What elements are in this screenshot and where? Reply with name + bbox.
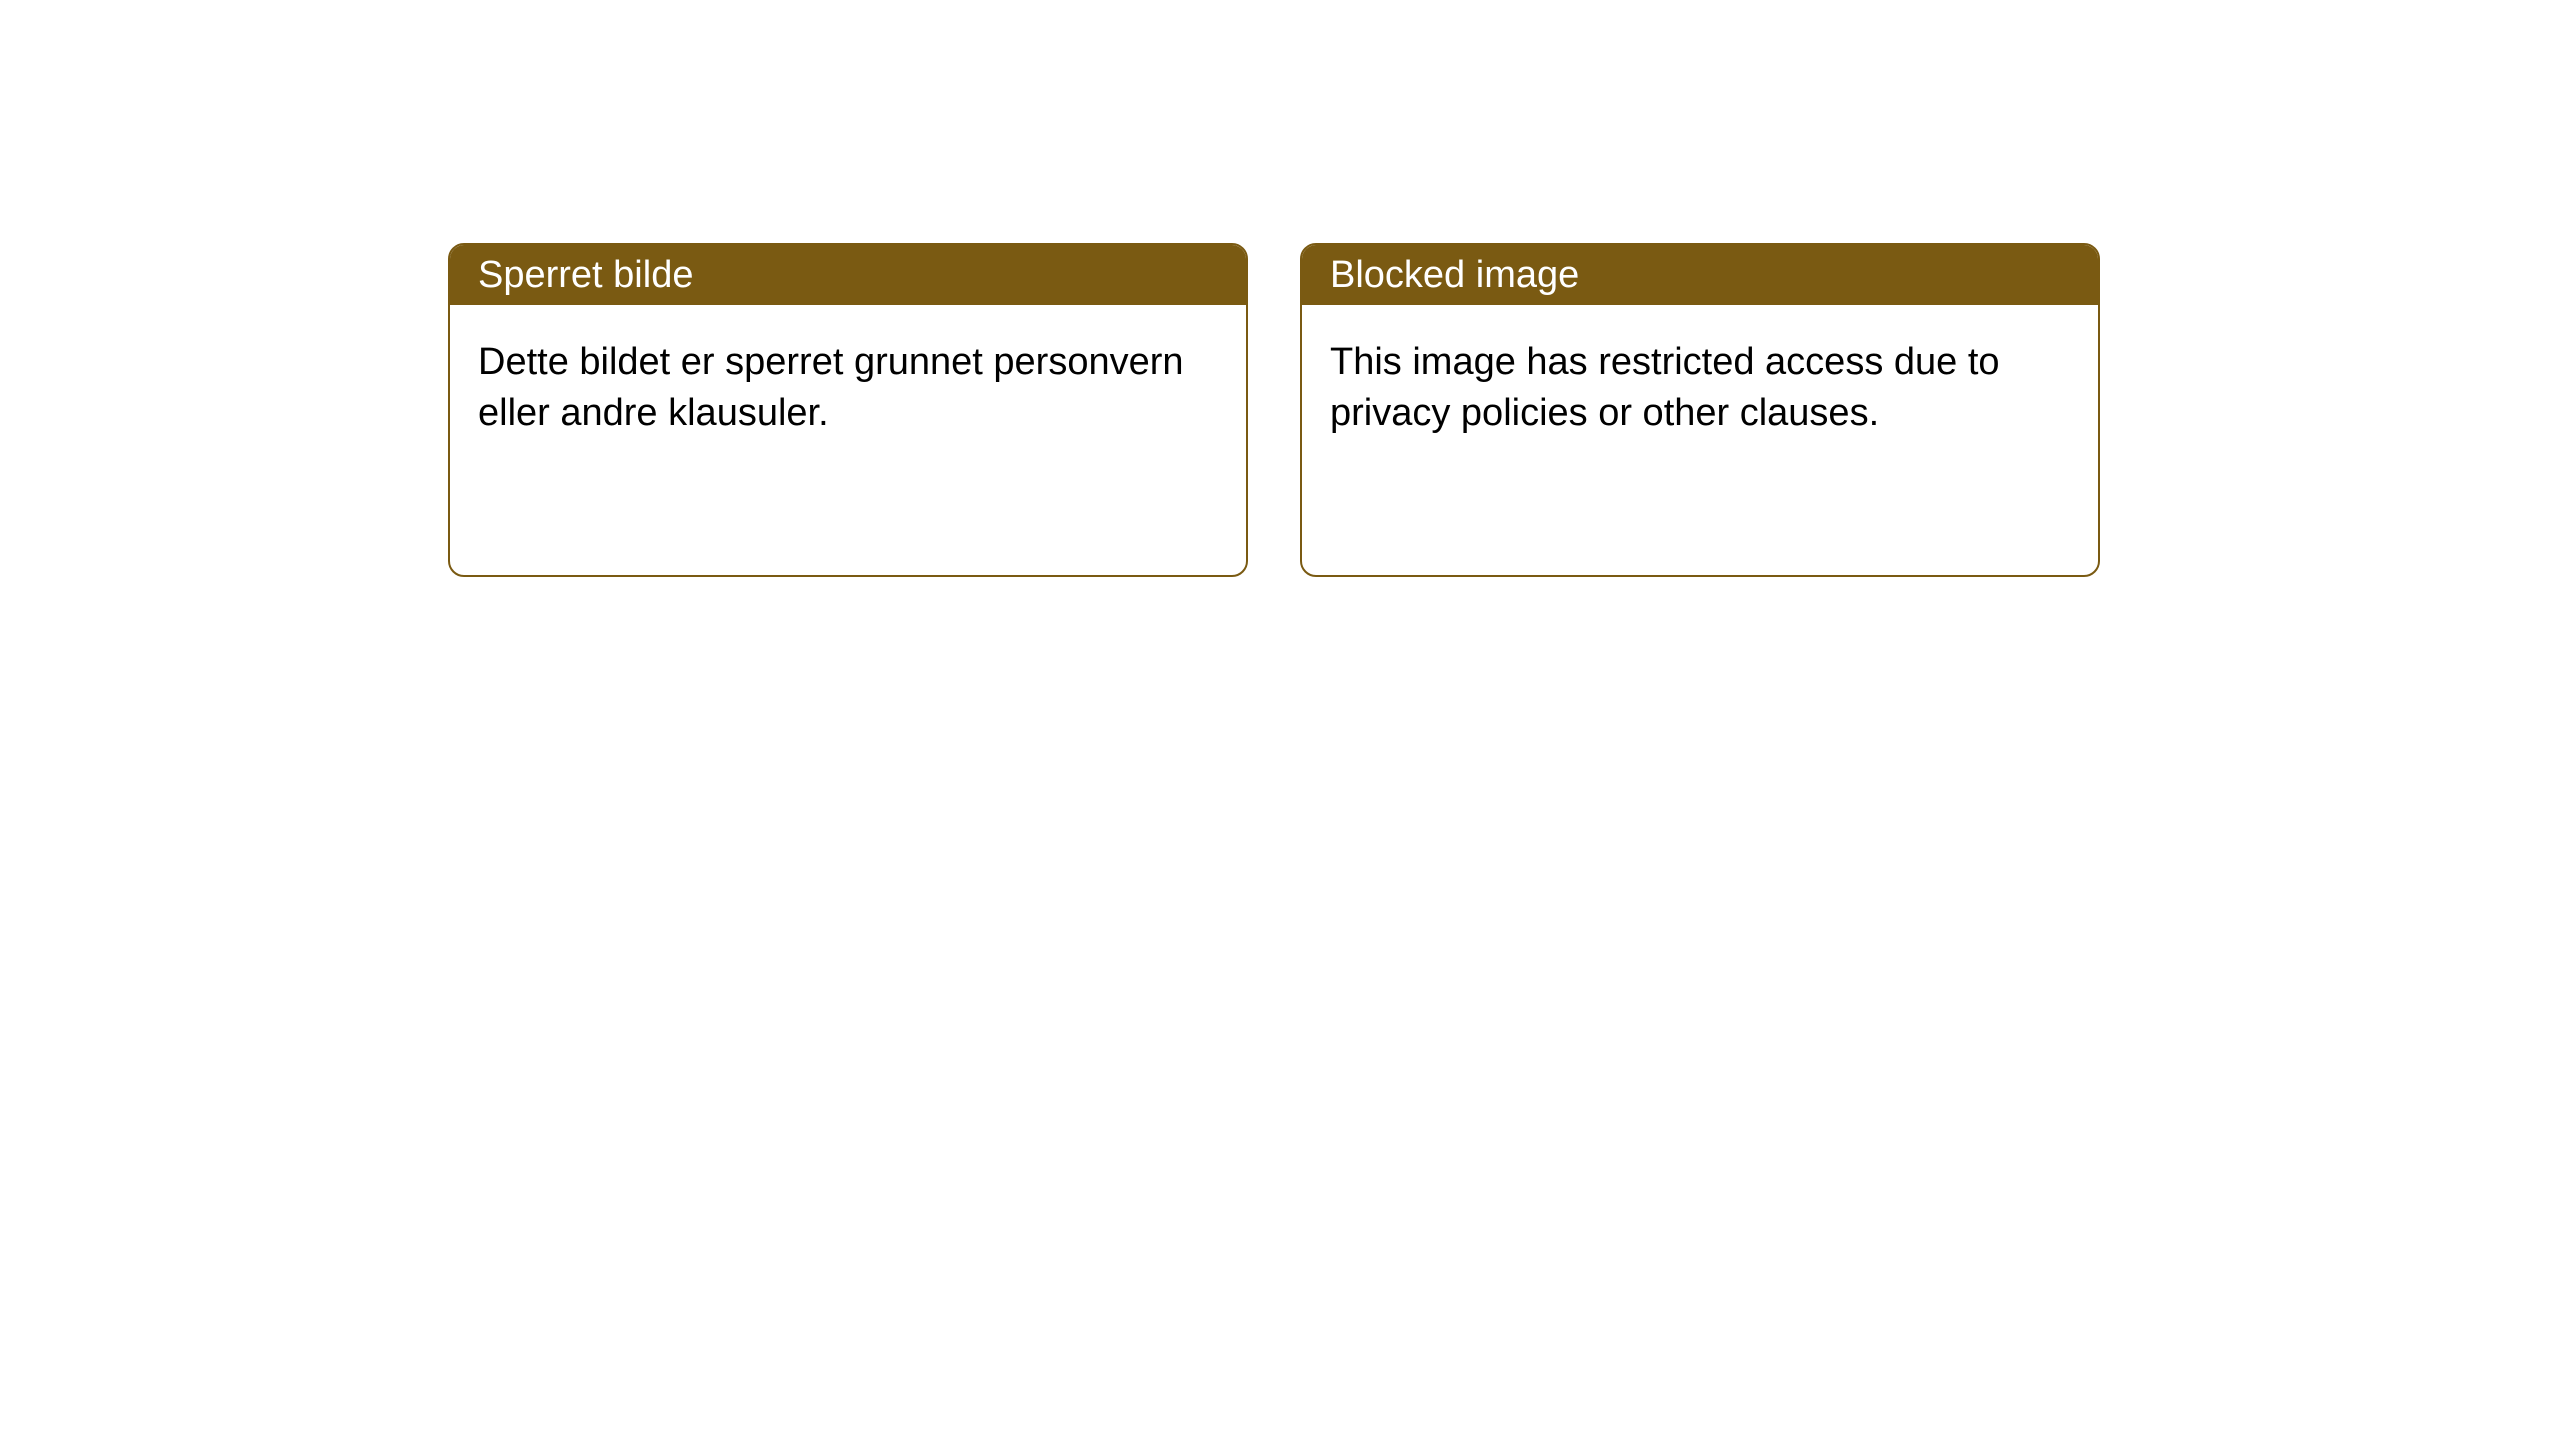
card-body: Dette bildet er sperret grunnet personve…	[450, 305, 1246, 472]
card-header: Sperret bilde	[450, 245, 1246, 305]
blocked-image-card-norwegian: Sperret bilde Dette bildet er sperret gr…	[448, 243, 1248, 577]
card-body-text: This image has restricted access due to …	[1330, 341, 2000, 434]
blocked-image-card-english: Blocked image This image has restricted …	[1300, 243, 2100, 577]
card-title: Blocked image	[1330, 254, 1579, 297]
card-body-text: Dette bildet er sperret grunnet personve…	[478, 341, 1184, 434]
card-title: Sperret bilde	[478, 254, 693, 297]
card-header: Blocked image	[1302, 245, 2098, 305]
card-body: This image has restricted access due to …	[1302, 305, 2098, 472]
cards-container: Sperret bilde Dette bildet er sperret gr…	[448, 243, 2100, 577]
